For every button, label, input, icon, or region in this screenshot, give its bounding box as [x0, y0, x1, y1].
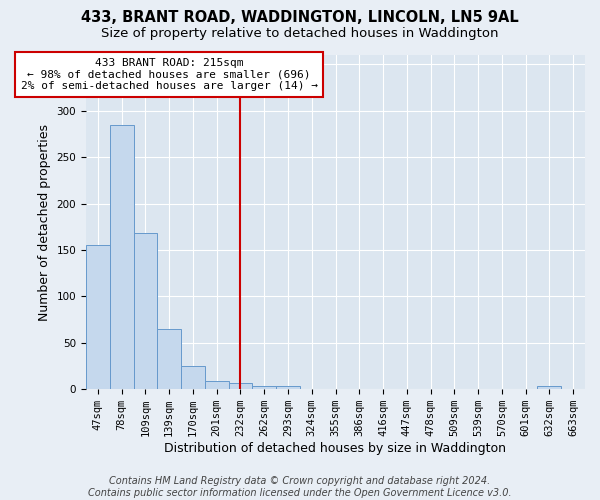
Bar	[253, 386, 276, 389]
Bar	[181, 366, 205, 389]
Bar	[157, 329, 181, 389]
Text: 433 BRANT ROAD: 215sqm
← 98% of detached houses are smaller (696)
2% of semi-det: 433 BRANT ROAD: 215sqm ← 98% of detached…	[20, 58, 317, 91]
Text: 433, BRANT ROAD, WADDINGTON, LINCOLN, LN5 9AL: 433, BRANT ROAD, WADDINGTON, LINCOLN, LN…	[81, 10, 519, 25]
Text: Size of property relative to detached houses in Waddington: Size of property relative to detached ho…	[101, 28, 499, 40]
Bar	[229, 382, 253, 389]
Bar	[110, 124, 134, 389]
X-axis label: Distribution of detached houses by size in Waddington: Distribution of detached houses by size …	[164, 442, 506, 455]
Bar	[205, 381, 229, 389]
Bar	[134, 234, 157, 389]
Text: Contains HM Land Registry data © Crown copyright and database right 2024.
Contai: Contains HM Land Registry data © Crown c…	[88, 476, 512, 498]
Y-axis label: Number of detached properties: Number of detached properties	[38, 124, 51, 320]
Bar	[86, 246, 110, 389]
Bar	[538, 386, 561, 389]
Bar	[276, 386, 300, 389]
